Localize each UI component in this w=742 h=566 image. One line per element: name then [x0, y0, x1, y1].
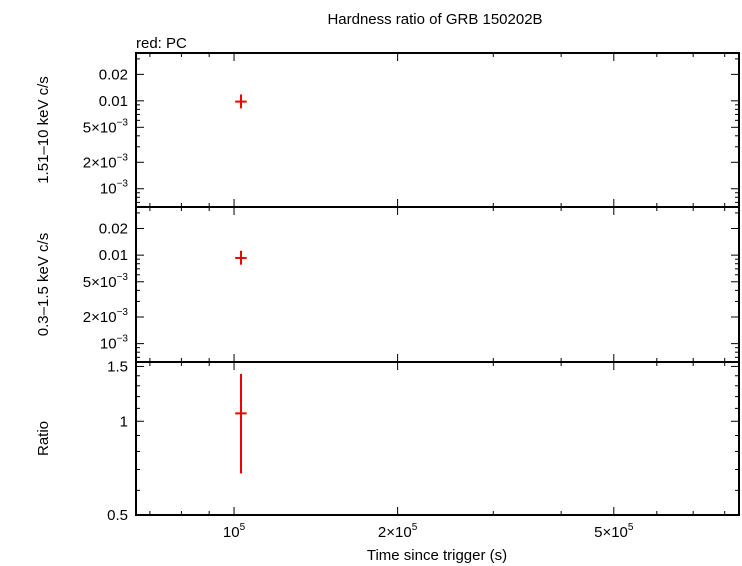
y-tick-label: 0.02	[99, 221, 128, 238]
y-axis-label-soft: 0.3–1.5 keV c/s	[35, 233, 52, 336]
y-tick-label: 1	[120, 413, 128, 430]
y-axis-label-ratio: Ratio	[35, 421, 52, 456]
x-axis-label: Time since trigger (s)	[367, 547, 507, 564]
panel-soft: 0.02 0.01 5×10−3 2×10−3 10−3 0.3–1.5 keV c/s	[35, 206, 740, 363]
y-axis-label-hard: 1.51–10 keV c/s	[35, 76, 52, 184]
y-tick-label: 5×10−3	[83, 272, 129, 291]
y-tick-label: 5×10−3	[83, 117, 129, 136]
chart-subtitle: red: PC	[136, 35, 187, 52]
x-tick-label: 2×105	[378, 522, 418, 541]
y-tick-label: 1.5	[107, 358, 128, 375]
y-tick-label: 2×10−3	[83, 152, 129, 171]
y-tick-label: 2×10−3	[83, 307, 129, 326]
y-tick-label: 0.5	[107, 507, 128, 524]
y-tick-label: 0.01	[99, 93, 128, 110]
x-tick-label: 5×105	[594, 522, 634, 541]
x-tick-label: 105	[223, 522, 246, 541]
panel-ratio: 1.5 1 0.5 Ratio 105 2×105 5×105	[35, 358, 740, 541]
plot-panels: 0.02 0.01 5×10−3 2×10−3 10−3 1.51–10 keV c/s 0…	[35, 52, 740, 541]
y-tick-label: 10−3	[100, 179, 129, 198]
y-tick-label: 0.01	[99, 247, 128, 264]
y-tick-label: 0.02	[99, 66, 128, 83]
panel-frame-ratio	[135, 361, 740, 516]
chart-title: Hardness ratio of GRB 150202B	[327, 11, 542, 28]
y-tick-label: 10−3	[100, 334, 129, 353]
